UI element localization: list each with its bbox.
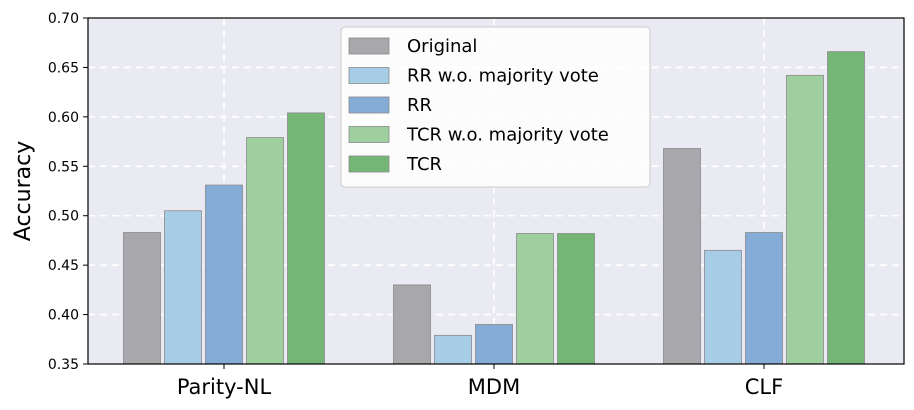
y-tick-label: 0.65: [48, 60, 79, 76]
y-tick-label: 0.45: [48, 258, 79, 274]
legend-label: TCR: [406, 154, 442, 175]
x-tick-label: Parity-NL: [177, 375, 272, 399]
y-axis-ticks: 0.35 0.40 0.45 0.50 0.55 0.60 0.65 0.70: [48, 11, 88, 373]
y-tick-label: 0.70: [48, 11, 79, 27]
legend-label: RR w.o. majority vote: [407, 66, 599, 87]
bar-parity-nl-rr: [205, 184, 243, 365]
bar-parity-nl-rr-w-o-majority-vote: [164, 210, 202, 365]
bar-mdm-original: [393, 284, 431, 365]
y-tick-label: 0.55: [48, 159, 79, 175]
legend: Original RR w.o. majority vote RR TCR w.o. …: [340, 26, 651, 188]
y-axis-label: Accuracy: [11, 141, 36, 241]
bar-parity-nl-original: [123, 232, 161, 365]
x-tick-label: MDM: [468, 375, 520, 399]
bar-clf-rr-w-o-majority-vote: [704, 249, 742, 365]
legend-label: TCR w.o. majority vote: [406, 125, 609, 146]
legend-swatch: [348, 126, 390, 143]
bar-mdm-tcr: [557, 233, 595, 365]
bar-clf-original: [663, 148, 701, 365]
plot-frame: [87, 17, 905, 365]
x-axis-ticks: Parity-NL MDM CLF: [177, 364, 783, 399]
legend-label: Original: [407, 36, 477, 57]
bar-mdm-rr: [475, 324, 513, 365]
legend-swatch: [348, 155, 390, 173]
bar-parity-nl-tcr: [287, 112, 325, 365]
bar-clf-tcr: [827, 51, 865, 365]
bars: [123, 51, 865, 365]
legend-swatch: [348, 67, 390, 84]
legend-swatch: [348, 37, 390, 55]
y-tick-label: 0.40: [48, 308, 79, 324]
bar-parity-nl-tcr-w-o-majority-vote: [246, 137, 284, 365]
bar-clf-rr: [745, 232, 783, 365]
legend-swatch: [348, 96, 390, 114]
bar-clf-tcr-w-o-majority-vote: [786, 74, 824, 365]
y-tick-label: 0.60: [48, 110, 79, 126]
bar-mdm-rr-w-o-majority-vote: [434, 334, 472, 365]
legend-label: RR: [407, 95, 432, 116]
y-tick-label: 0.35: [48, 357, 79, 373]
legend-box: [340, 26, 651, 188]
bar-mdm-tcr-w-o-majority-vote: [516, 233, 554, 365]
y-tick-label: 0.50: [48, 209, 79, 225]
x-tick-label: CLF: [745, 375, 783, 399]
